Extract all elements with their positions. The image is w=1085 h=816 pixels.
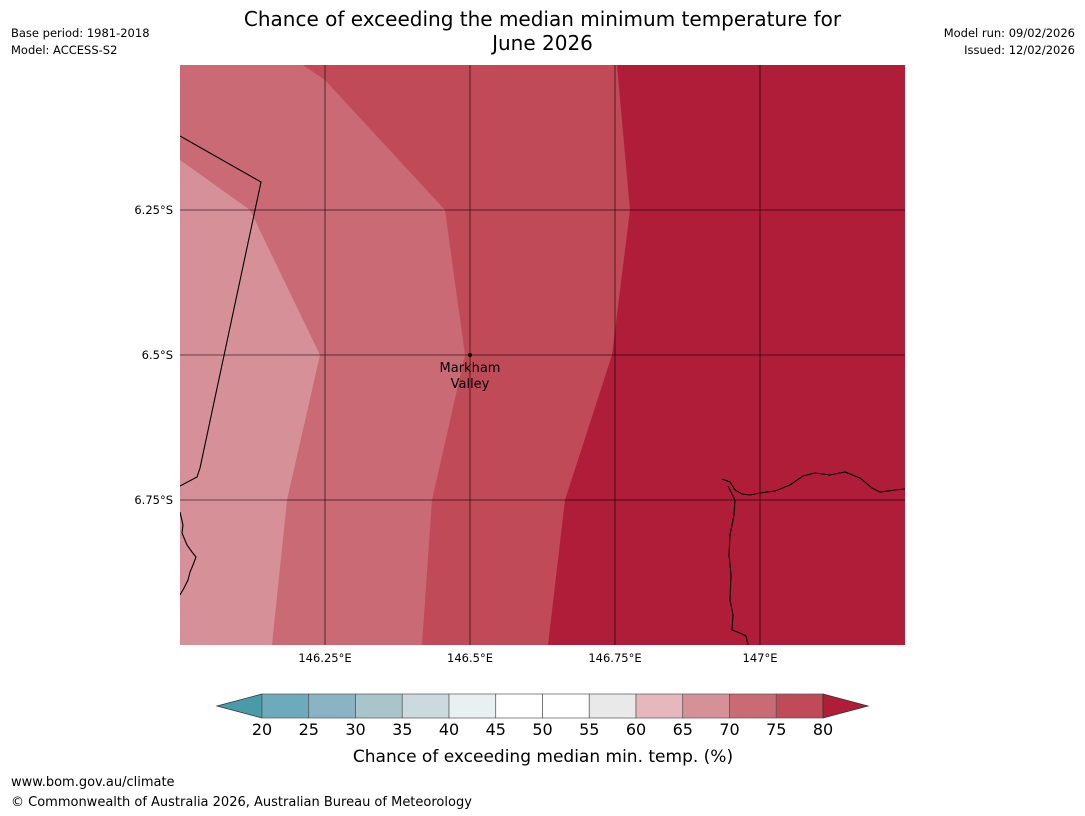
run-info: Model run: 09/02/2026 Issued: 12/02/2026	[944, 25, 1075, 59]
province-boundary	[180, 135, 262, 487]
colorbar-tick-label: 80	[813, 720, 833, 739]
latitude-labels: 6.25°S 6.5°S 6.75°S	[134, 203, 173, 507]
lon-label: 146.75°E	[588, 651, 641, 665]
lat-label: 6.25°S	[134, 203, 173, 217]
colorbar-tick-label: 60	[626, 720, 646, 739]
colorbar-tick-label: 50	[532, 720, 552, 739]
chart-title: Chance of exceeding the median minimum t…	[220, 7, 865, 55]
colorbar-tick-label: 75	[766, 720, 786, 739]
colorbar-cell	[308, 693, 356, 719]
colorbar-cell	[775, 693, 824, 719]
colorbar-cell	[355, 693, 403, 719]
colorbar-cell	[588, 693, 637, 719]
base-period: Base period: 1981-2018	[11, 26, 150, 40]
bom-url-link[interactable]: www.bom.gov.au/climate	[11, 775, 175, 790]
lon-label: 147°E	[743, 651, 778, 665]
colorbar-tick-label: 70	[719, 720, 739, 739]
colorbar-arrow-high	[822, 693, 870, 719]
colorbar-cell	[635, 693, 684, 719]
colorbar-tick-label: 20	[252, 720, 272, 739]
lat-label: 6.5°S	[142, 348, 173, 362]
colorbar-tick-label: 30	[345, 720, 365, 739]
issued-date: Issued: 12/02/2026	[964, 43, 1075, 57]
colorbar-tick-label: 65	[673, 720, 693, 739]
title-line-1: Chance of exceeding the median minimum t…	[243, 7, 842, 31]
model-name: Model: ACCESS-S2	[11, 43, 118, 57]
coastline-west	[180, 511, 197, 596]
model-info: Base period: 1981-2018 Model: ACCESS-S2	[11, 25, 150, 59]
coastline-east	[721, 471, 905, 496]
colorbar-tick-label: 45	[486, 720, 506, 739]
colorbar-cell	[682, 693, 730, 719]
lon-label: 146.25°E	[298, 651, 351, 665]
colorbar-cell	[729, 693, 777, 719]
longitude-labels: 146.25°E 146.5°E 146.75°E 147°E	[298, 651, 777, 665]
colorbar-cell	[542, 693, 590, 719]
colorbar-label: Chance of exceeding median min. temp. (%…	[353, 747, 733, 767]
place-label-line-2: Valley	[451, 377, 490, 392]
colorbar-cell	[495, 693, 543, 719]
river	[727, 485, 749, 645]
colorbar-tick-label: 35	[392, 720, 412, 739]
colorbar-tick-label: 55	[579, 720, 599, 739]
zone-65	[180, 160, 320, 645]
colorbar-cell	[401, 693, 450, 719]
copyright-notice: © Commonwealth of Australia 2026, Austra…	[11, 795, 472, 810]
model-run-date: Model run: 09/02/2026	[943, 26, 1075, 40]
colorbar-cell	[448, 693, 497, 719]
lon-label: 146.5°E	[447, 651, 493, 665]
colorbar-tick-label: 25	[299, 720, 319, 739]
colorbar-tick-label: 40	[439, 720, 459, 739]
colorbar-arrow-low	[215, 693, 263, 719]
colorbar-cell	[261, 693, 310, 719]
boundaries	[180, 135, 905, 645]
title-line-2: June 2026	[492, 31, 593, 55]
map-panel[interactable]: Markham Valley	[180, 65, 905, 645]
lat-label: 6.75°S	[134, 493, 173, 507]
markham-valley-marker[interactable]	[468, 353, 472, 357]
colorbar: 20 25 30 35 40 45 50 55 60 65 70 75 80 Chance of exc…	[215, 693, 870, 767]
place-label-line-1: Markham	[440, 361, 501, 376]
